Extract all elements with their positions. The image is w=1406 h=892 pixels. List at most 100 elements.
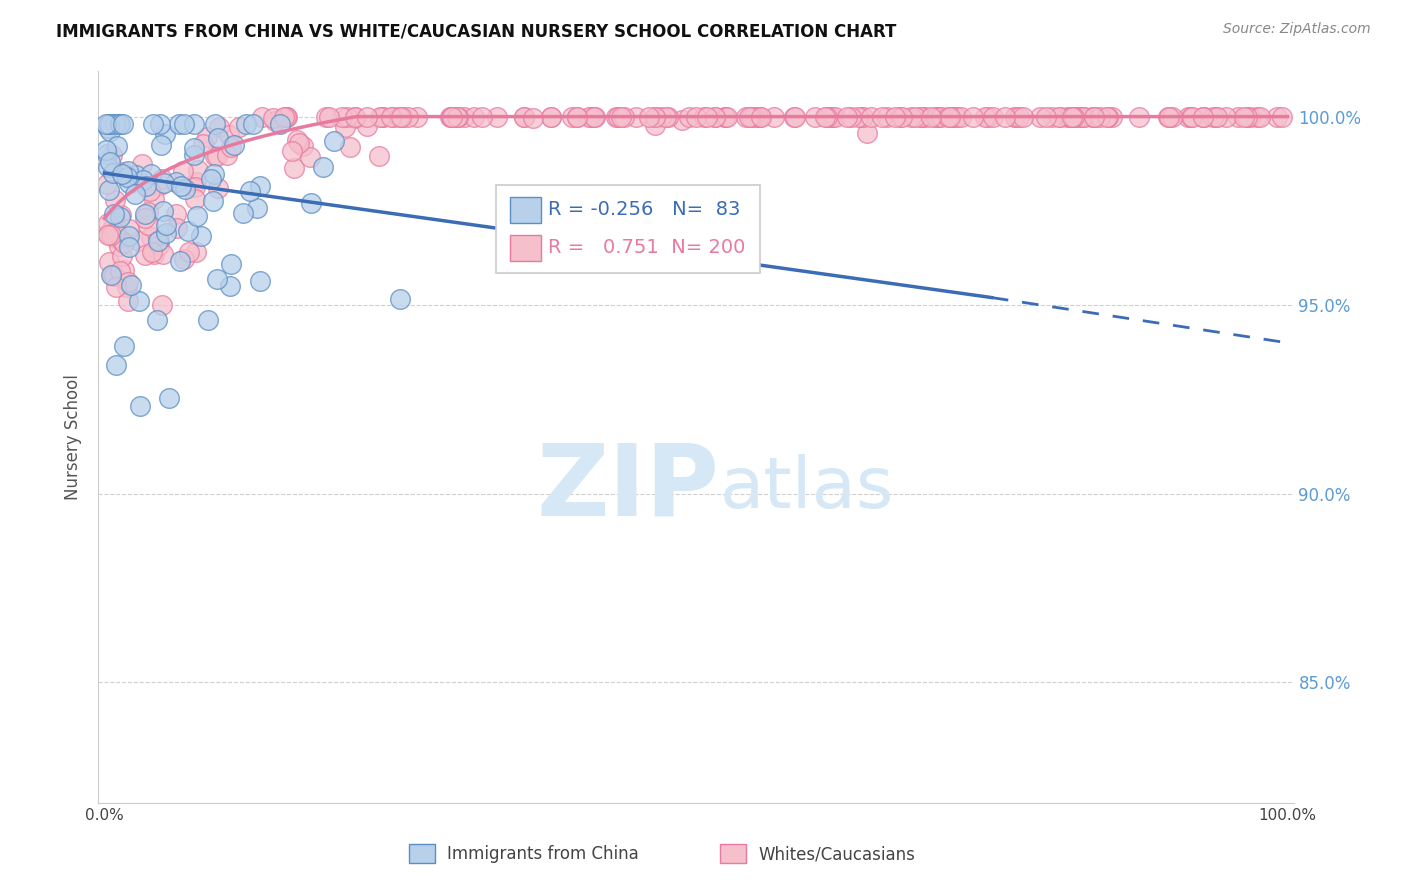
- Point: [1192, 110, 1215, 124]
- Point: [749, 110, 772, 124]
- Point: [613, 110, 636, 124]
- Point: [152, 247, 174, 261]
- Point: [655, 110, 678, 124]
- Point: [112, 117, 135, 131]
- Point: [104, 231, 127, 245]
- Point: [250, 110, 273, 124]
- Point: [714, 110, 737, 124]
- Point: [1215, 110, 1237, 124]
- Point: [239, 184, 262, 198]
- Point: [287, 133, 309, 147]
- Point: [1012, 110, 1035, 124]
- Point: [283, 161, 305, 176]
- Point: [200, 172, 222, 186]
- Point: [983, 110, 1005, 124]
- Point: [837, 110, 859, 124]
- Point: [288, 136, 311, 151]
- Point: [367, 149, 389, 163]
- Text: atlas: atlas: [720, 454, 894, 523]
- Point: [609, 110, 631, 124]
- Point: [883, 110, 905, 124]
- Point: [100, 228, 122, 243]
- Point: [172, 164, 194, 178]
- Point: [381, 110, 404, 124]
- Point: [815, 110, 838, 124]
- Point: [128, 294, 150, 309]
- Point: [783, 110, 806, 124]
- Point: [129, 399, 152, 413]
- Point: [148, 237, 170, 252]
- Point: [1101, 110, 1123, 124]
- Point: [207, 131, 229, 145]
- Point: [657, 110, 679, 124]
- Point: [187, 163, 209, 178]
- Point: [921, 110, 943, 124]
- Point: [124, 187, 146, 202]
- Point: [96, 178, 118, 192]
- Point: [205, 272, 228, 286]
- Text: IMMIGRANTS FROM CHINA VS WHITE/CAUCASIAN NURSERY SCHOOL CORRELATION CHART: IMMIGRANTS FROM CHINA VS WHITE/CAUCASIAN…: [56, 22, 897, 40]
- Point: [111, 249, 134, 263]
- Point: [446, 110, 468, 124]
- Point: [103, 215, 125, 229]
- Point: [344, 110, 367, 124]
- Point: [97, 161, 120, 175]
- Point: [148, 234, 170, 248]
- Point: [446, 110, 468, 124]
- Point: [1202, 110, 1225, 124]
- Point: [910, 110, 932, 124]
- Point: [169, 117, 191, 131]
- Point: [388, 292, 411, 306]
- Point: [112, 339, 135, 353]
- Point: [183, 117, 205, 131]
- Point: [513, 110, 536, 124]
- Point: [110, 208, 132, 222]
- Point: [146, 234, 169, 248]
- Point: [112, 236, 135, 251]
- Point: [704, 110, 727, 124]
- Point: [118, 229, 141, 244]
- Point: [889, 110, 911, 124]
- Point: [108, 117, 131, 131]
- Point: [852, 110, 875, 124]
- Point: [169, 253, 191, 268]
- Point: [197, 313, 219, 327]
- Text: Whites/Caucasians: Whites/Caucasians: [758, 845, 915, 863]
- Point: [143, 247, 166, 261]
- Point: [941, 110, 963, 124]
- Point: [950, 110, 973, 124]
- Point: [644, 110, 666, 124]
- Point: [820, 110, 842, 124]
- Point: [100, 268, 122, 282]
- Point: [936, 110, 959, 124]
- Point: [540, 110, 562, 124]
- Point: [219, 140, 242, 154]
- Point: [135, 179, 157, 194]
- Point: [925, 110, 948, 124]
- Point: [343, 112, 366, 126]
- Point: [117, 276, 139, 290]
- Point: [183, 148, 205, 162]
- Point: [440, 110, 463, 124]
- Point: [856, 126, 879, 140]
- Point: [118, 176, 141, 190]
- Point: [645, 110, 668, 124]
- Point: [141, 117, 163, 131]
- Point: [1007, 110, 1029, 124]
- Point: [339, 139, 361, 153]
- Point: [104, 194, 127, 208]
- Point: [583, 110, 606, 124]
- Point: [860, 110, 883, 124]
- Text: R = -0.256   N=  83: R = -0.256 N= 83: [548, 201, 740, 219]
- Point: [561, 110, 583, 124]
- Point: [389, 110, 412, 124]
- Point: [117, 164, 139, 178]
- Point: [273, 110, 295, 124]
- Point: [1246, 110, 1268, 124]
- Point: [1056, 110, 1078, 124]
- Point: [103, 268, 125, 283]
- Point: [696, 110, 718, 124]
- Point: [218, 279, 240, 293]
- Point: [150, 298, 173, 312]
- Point: [101, 222, 124, 236]
